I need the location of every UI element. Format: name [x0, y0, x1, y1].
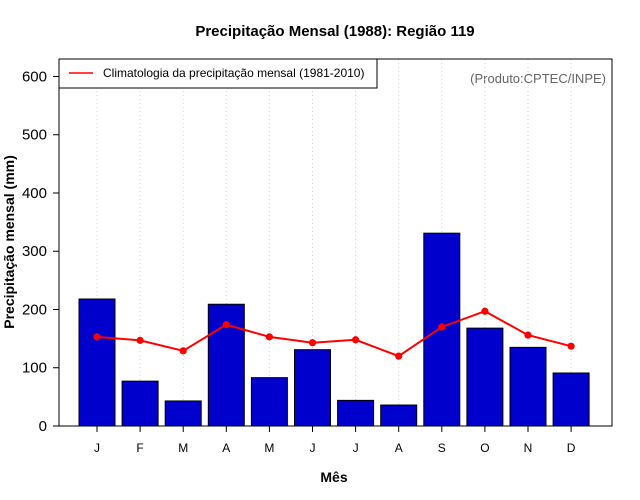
x-tick-label: S: [438, 441, 446, 455]
y-tick-label: 0: [39, 418, 47, 435]
y-tick-label: 100: [22, 360, 47, 377]
bar: [78, 298, 116, 427]
legend-label-climatology: Climatologia da precipitação mensal (198…: [103, 66, 364, 80]
y-tick-label: 400: [22, 185, 47, 202]
y-tick-label: 600: [22, 68, 47, 85]
y-tick-label: 200: [22, 301, 47, 318]
climatology-line-layer: [93, 307, 575, 360]
y-tick-label: 300: [22, 243, 47, 260]
climatology-point: [222, 321, 230, 329]
bar: [164, 400, 202, 427]
climatology-point: [265, 333, 273, 341]
legend-box: [58, 58, 378, 89]
bar: [552, 372, 590, 427]
climatology-point: [567, 342, 575, 350]
x-tick-label: J: [310, 441, 316, 455]
climatology-point: [308, 339, 317, 347]
climatology-point: [481, 307, 489, 315]
bar: [380, 404, 418, 427]
x-tick-label: J: [353, 441, 359, 455]
x-tick-label: N: [524, 441, 533, 455]
x-tick-label: M: [178, 441, 188, 455]
x-axis-label: Mês: [320, 469, 347, 485]
bar: [250, 377, 288, 427]
y-axis-label: Precipitação mensal (mm): [1, 155, 17, 329]
bar: [509, 346, 547, 427]
x-tick-label: O: [480, 441, 489, 455]
climatology-point: [136, 336, 144, 344]
climatology-point: [352, 336, 360, 344]
x-tick-label: F: [136, 441, 143, 455]
x-tick-label: A: [395, 441, 403, 455]
bar: [466, 327, 504, 427]
bar: [294, 349, 331, 427]
axes-layer: 0 100 200 300 400 500 600 J F M A M J J A S O N D: [22, 58, 613, 455]
y-tick-label: 500: [22, 127, 47, 144]
climatology-point: [438, 323, 446, 331]
x-tick-label: D: [567, 441, 576, 455]
bar: [337, 399, 375, 427]
x-tick-label: M: [264, 441, 274, 455]
climatology-point: [524, 331, 532, 339]
credit-text: (Produto:CPTEC/INPE): [470, 71, 606, 86]
bar: [121, 380, 159, 427]
climatology-point: [93, 333, 101, 341]
legend: Climatologia da precipitação mensal (198…: [58, 58, 378, 89]
climatology-line: [96, 310, 572, 358]
chart-title: Precipitação Mensal (1988): Região 119: [195, 23, 474, 40]
climatology-point: [179, 347, 187, 355]
climatology-point: [395, 352, 403, 360]
x-tick-label: A: [222, 441, 230, 455]
x-tick-label: J: [94, 441, 100, 455]
